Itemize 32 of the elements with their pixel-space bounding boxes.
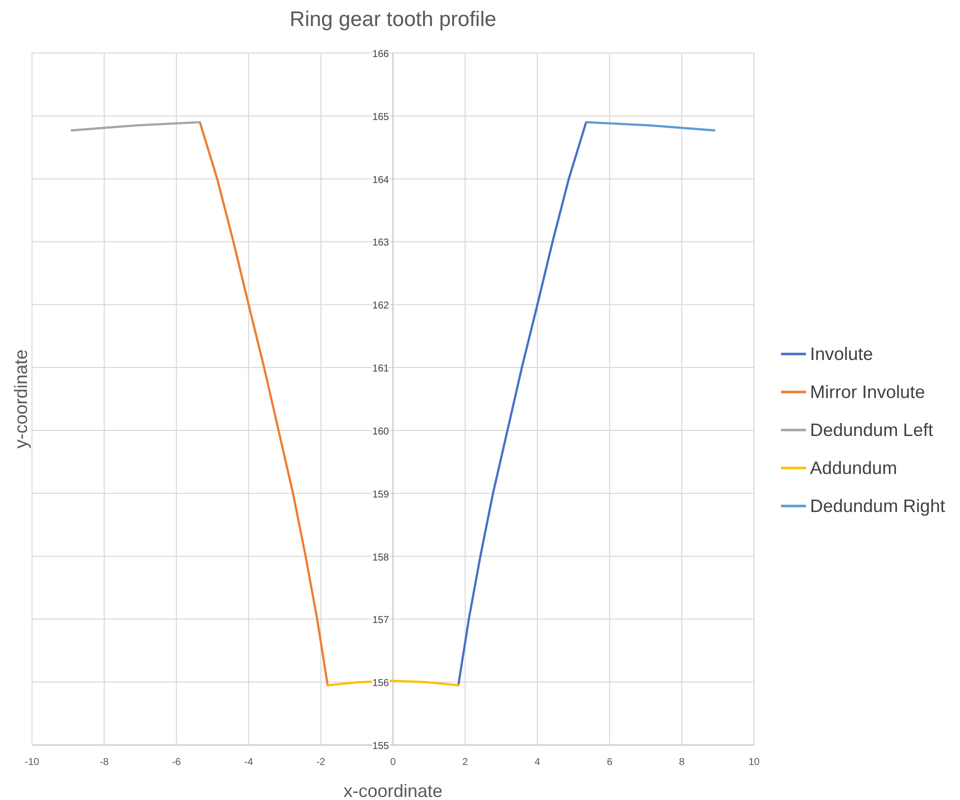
y-axis-title: y-coordinate (11, 349, 31, 449)
y-tick-label: 162 (372, 300, 390, 312)
legend-label: Dedundum Right (810, 496, 946, 516)
x-tick-label: 8 (679, 757, 686, 768)
x-tick-label: 0 (390, 757, 396, 768)
x-tick-label: 2 (462, 757, 468, 768)
y-tick-label: 166 (372, 49, 390, 60)
chart-title: Ring gear tooth profile (290, 8, 496, 31)
line-series (198, 121, 329, 686)
y-tick-label: 163 (372, 238, 390, 249)
y-tick-label: 155 (372, 741, 390, 752)
x-tick-label: -10 (24, 757, 40, 768)
legend-label: Involute (810, 344, 874, 364)
x-tick-label: -8 (100, 757, 110, 768)
y-tick-label: 157 (372, 615, 390, 626)
x-tick-label: -2 (316, 757, 326, 768)
x-tick-label: -6 (172, 757, 182, 768)
legend-label: Addundum (810, 458, 898, 478)
x-tick-label: 6 (606, 757, 613, 768)
y-tick-label: 160 (372, 426, 390, 438)
x-tick-label: 4 (534, 757, 541, 768)
y-tick-label: 161 (372, 364, 390, 375)
legend-label: Dedundum Left (810, 420, 934, 440)
line-series (457, 121, 588, 686)
legend-label: Mirror Involute (810, 382, 926, 402)
x-tick-label: 10 (748, 757, 760, 768)
x-tick-label: -4 (244, 757, 254, 768)
x-axis-title: x-coordinate (343, 781, 443, 800)
y-tick-label: 165 (372, 112, 390, 123)
y-tick-label: 159 (372, 489, 390, 500)
y-tick-label: 164 (372, 174, 390, 186)
y-tick-label: 158 (372, 552, 390, 564)
